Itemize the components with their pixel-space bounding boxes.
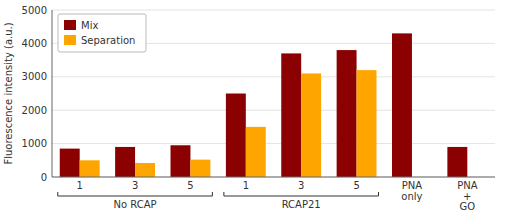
bar	[337, 50, 357, 177]
x-tick-label-line: +	[463, 191, 471, 202]
bar	[246, 127, 266, 177]
grid-line	[52, 76, 495, 77]
bracket: No RCAP	[58, 192, 213, 210]
x-tick-label-line: 5	[353, 180, 359, 191]
grid-line	[52, 10, 495, 11]
x-tick-label-line: PNA	[457, 180, 478, 191]
x-tick-label-line: GO	[460, 201, 476, 212]
bracket-line	[224, 192, 379, 196]
y-axis	[52, 10, 53, 177]
bar	[447, 147, 467, 177]
bar	[60, 149, 80, 177]
bracket: RCAP21	[224, 192, 379, 210]
y-axis-label: Fluorescence intensity (a.u.)	[3, 22, 14, 164]
x-tick-label: 5	[187, 180, 193, 191]
bar	[171, 145, 191, 177]
x-tick-label-line: 3	[298, 180, 304, 191]
x-tick-label-line: 3	[132, 180, 138, 191]
x-tick-label-line: 1	[243, 180, 249, 191]
legend-swatch	[64, 35, 76, 45]
x-tick-label: 1	[243, 180, 249, 191]
x-tick-label-line: PNA	[402, 180, 423, 191]
x-tick-label: 3	[298, 180, 304, 191]
y-tick-label: 4000	[22, 38, 47, 49]
legend: Mix Separation	[58, 14, 146, 52]
legend-label: Separation	[81, 35, 135, 46]
x-tick-label: 5	[353, 180, 359, 191]
y-tick-label: 5000	[22, 5, 47, 16]
y-tick-label: 1000	[22, 138, 47, 149]
bar	[80, 160, 100, 177]
bar	[226, 94, 246, 178]
x-tick-label: PNA+GO	[457, 180, 478, 212]
bar	[392, 33, 412, 177]
bar	[357, 70, 377, 177]
legend-swatch	[64, 20, 76, 30]
chart: 0 1000 2000 3000 4000 5000 Fluorescence intens…	[0, 0, 505, 222]
bar	[281, 53, 301, 177]
bar	[115, 147, 135, 177]
bracket-label: RCAP21	[282, 199, 321, 210]
x-tick-label-line: 5	[187, 180, 193, 191]
bar	[135, 163, 155, 177]
bar	[301, 73, 321, 177]
grid-line	[52, 177, 495, 178]
y-tick-label: 0	[41, 172, 47, 183]
y-tick-label: 2000	[22, 105, 47, 116]
x-tick-label: PNAonly	[401, 180, 422, 202]
bracket-line	[58, 192, 213, 196]
bracket-label: No RCAP	[114, 199, 157, 210]
grid-line	[52, 110, 495, 111]
x-axis	[52, 177, 495, 178]
bar	[190, 160, 210, 177]
grid-line	[52, 143, 495, 144]
legend-label: Mix	[81, 20, 98, 31]
legend-box	[58, 14, 146, 52]
y-tick-label: 3000	[22, 71, 47, 82]
x-tick-label-line: only	[401, 191, 422, 202]
bars	[60, 33, 468, 177]
x-tick-label: 1	[77, 180, 83, 191]
grid	[52, 10, 495, 177]
x-tick-label-line: 1	[77, 180, 83, 191]
x-tick-label: 3	[132, 180, 138, 191]
